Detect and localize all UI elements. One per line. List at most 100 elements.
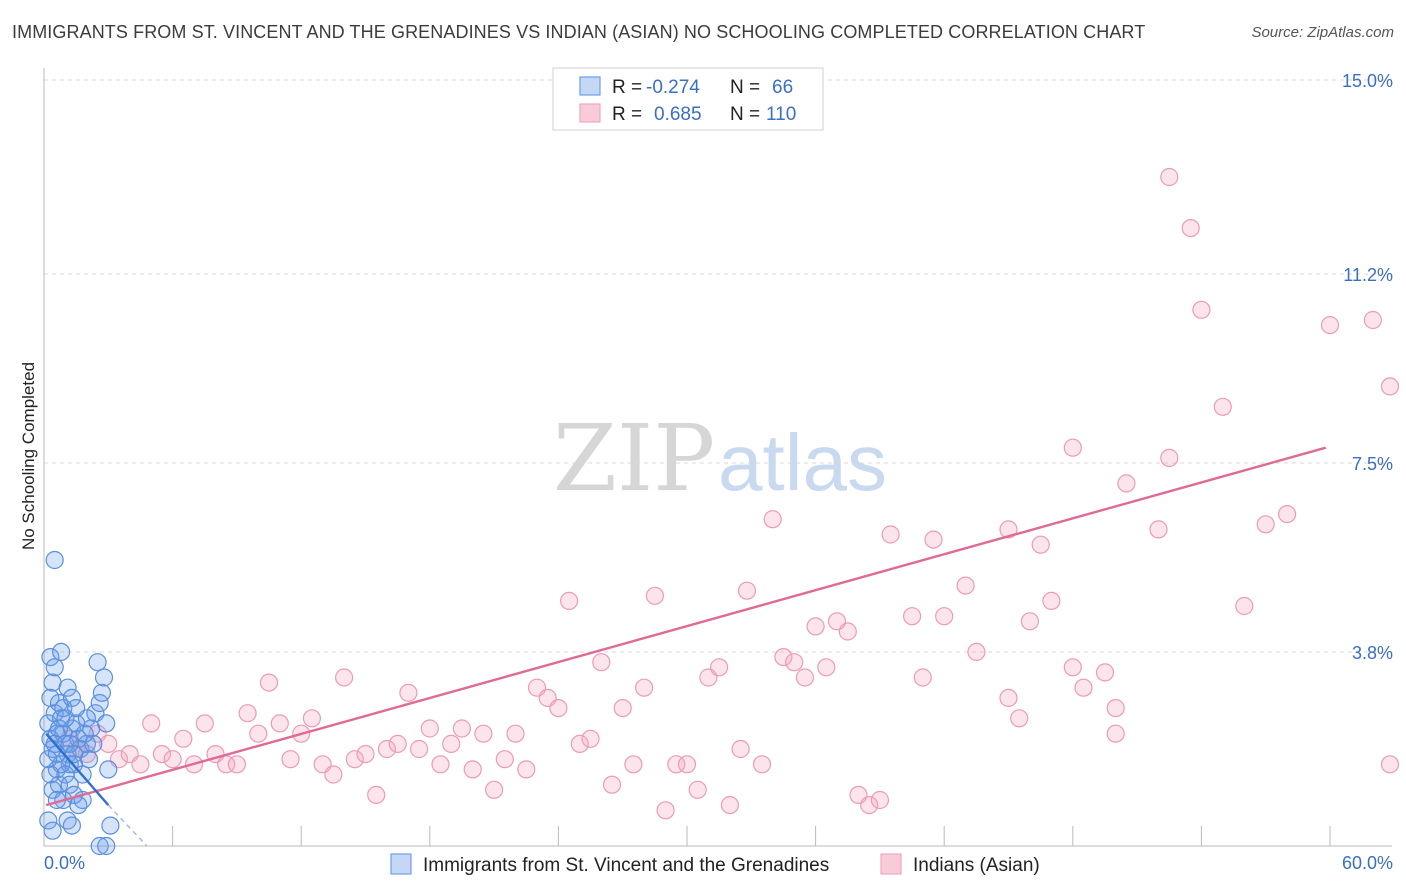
series-swatch-blue — [390, 853, 412, 875]
legend-n-label-1: N = — [730, 77, 760, 98]
point-pink-87 — [1020, 612, 1040, 631]
point-pink-56 — [656, 801, 675, 820]
legend-n-label-2: N = — [730, 104, 760, 125]
legend-swatch-blue — [579, 76, 601, 96]
point-blue-39 — [41, 688, 60, 708]
point-pink-92 — [1063, 438, 1082, 457]
point-pink-19 — [259, 673, 279, 692]
point-pink-21 — [281, 750, 300, 769]
legend-swatch-pink — [579, 103, 601, 123]
point-blue-57 — [97, 714, 116, 733]
point-pink-42 — [506, 724, 525, 743]
data-marks — [39, 167, 1400, 856]
point-blue-51 — [43, 780, 62, 799]
point-pink-39 — [474, 724, 493, 743]
point-pink-57 — [667, 755, 686, 774]
point-pink-66 — [763, 510, 782, 529]
point-pink-58 — [677, 755, 697, 774]
point-pink-43 — [517, 760, 536, 779]
point-pink-107 — [1380, 377, 1400, 396]
point-pink-13 — [195, 714, 214, 733]
point-pink-18 — [249, 724, 268, 743]
point-pink-109 — [1160, 167, 1179, 187]
point-pink-73 — [838, 622, 857, 641]
point-pink-47 — [559, 591, 579, 611]
point-blue-60 — [90, 836, 109, 856]
point-pink-33 — [410, 739, 429, 759]
point-pink-98 — [1160, 448, 1179, 467]
point-pink-38 — [463, 760, 482, 779]
legend-n-value-1: 66 — [772, 77, 793, 98]
point-pink-88 — [1031, 535, 1050, 554]
point-pink-11 — [174, 729, 193, 748]
point-pink-77 — [881, 525, 900, 544]
point-pink-69 — [795, 668, 815, 687]
point-pink-65 — [752, 755, 772, 774]
point-pink-78 — [902, 607, 922, 626]
y-tick-label-3: 15.0% — [1342, 71, 1393, 91]
point-pink-100 — [1213, 397, 1232, 416]
point-pink-26 — [335, 668, 354, 687]
point-pink-89 — [1042, 591, 1061, 611]
point-pink-7 — [131, 755, 150, 774]
point-pink-16 — [227, 755, 246, 774]
legend-r-value-2: 0.685 — [654, 104, 702, 125]
point-pink-63 — [731, 739, 750, 759]
point-blue-35 — [94, 668, 114, 687]
point-pink-85 — [1010, 709, 1029, 728]
x-tick-label-min: 0.0% — [44, 853, 85, 873]
point-pink-48 — [570, 734, 589, 754]
point-blue-44 — [60, 775, 79, 794]
point-pink-35 — [431, 755, 450, 774]
point-pink-84 — [999, 688, 1018, 708]
point-pink-91 — [1074, 678, 1093, 697]
gridlines — [44, 79, 1392, 653]
point-blue-62 — [49, 719, 69, 738]
point-pink-59 — [688, 780, 707, 799]
y-axis-label: No Schooling Completed — [19, 362, 38, 550]
point-pink-32 — [399, 683, 418, 702]
legend-n-value-2: 110 — [766, 104, 796, 125]
point-pink-29 — [367, 785, 386, 805]
point-pink-4 — [99, 734, 118, 754]
point-blue-7 — [45, 658, 64, 677]
series-swatch-pink — [880, 853, 902, 875]
point-pink-46 — [549, 698, 568, 718]
point-blue-59 — [101, 816, 120, 835]
watermark-atlas: atlas — [718, 418, 887, 507]
series-label-pink: Indians (Asian) — [913, 855, 1040, 876]
point-blue-64 — [60, 734, 79, 754]
point-pink-80 — [924, 530, 943, 549]
point-pink-68 — [785, 653, 804, 672]
point-blue-21 — [43, 821, 62, 840]
point-blue-58 — [99, 760, 118, 779]
trend-line-pink — [45, 446, 1327, 807]
point-pink-36 — [442, 734, 461, 754]
point-pink-49 — [581, 729, 600, 748]
point-pink-106 — [1380, 755, 1400, 774]
point-blue-22 — [45, 550, 64, 570]
point-pink-75 — [860, 795, 879, 815]
y-tick-label-1: 7.5% — [1352, 454, 1393, 474]
point-pink-67 — [774, 647, 793, 667]
point-pink-50 — [592, 653, 611, 672]
point-pink-76 — [870, 790, 890, 810]
point-pink-70 — [806, 617, 825, 636]
point-pink-96 — [1117, 474, 1136, 493]
point-pink-97 — [1149, 520, 1168, 539]
source-label: Source: ZipAtlas.com — [1251, 24, 1394, 41]
point-pink-86 — [999, 520, 1018, 539]
point-blue-61 — [97, 836, 116, 856]
point-blue-63 — [56, 709, 75, 728]
legend-r-label-1: R = — [612, 77, 642, 98]
chart-title: IMMIGRANTS FROM ST. VINCENT AND THE GREN… — [12, 22, 1146, 42]
point-blue-50 — [41, 765, 60, 784]
legend-r-value-1: -0.274 — [646, 77, 700, 98]
point-blue-19 — [62, 816, 82, 835]
point-pink-51 — [602, 775, 622, 794]
point-pink-9 — [152, 744, 171, 764]
point-pink-27 — [345, 750, 364, 769]
point-pink-28 — [356, 744, 375, 764]
point-pink-99 — [1192, 300, 1211, 319]
